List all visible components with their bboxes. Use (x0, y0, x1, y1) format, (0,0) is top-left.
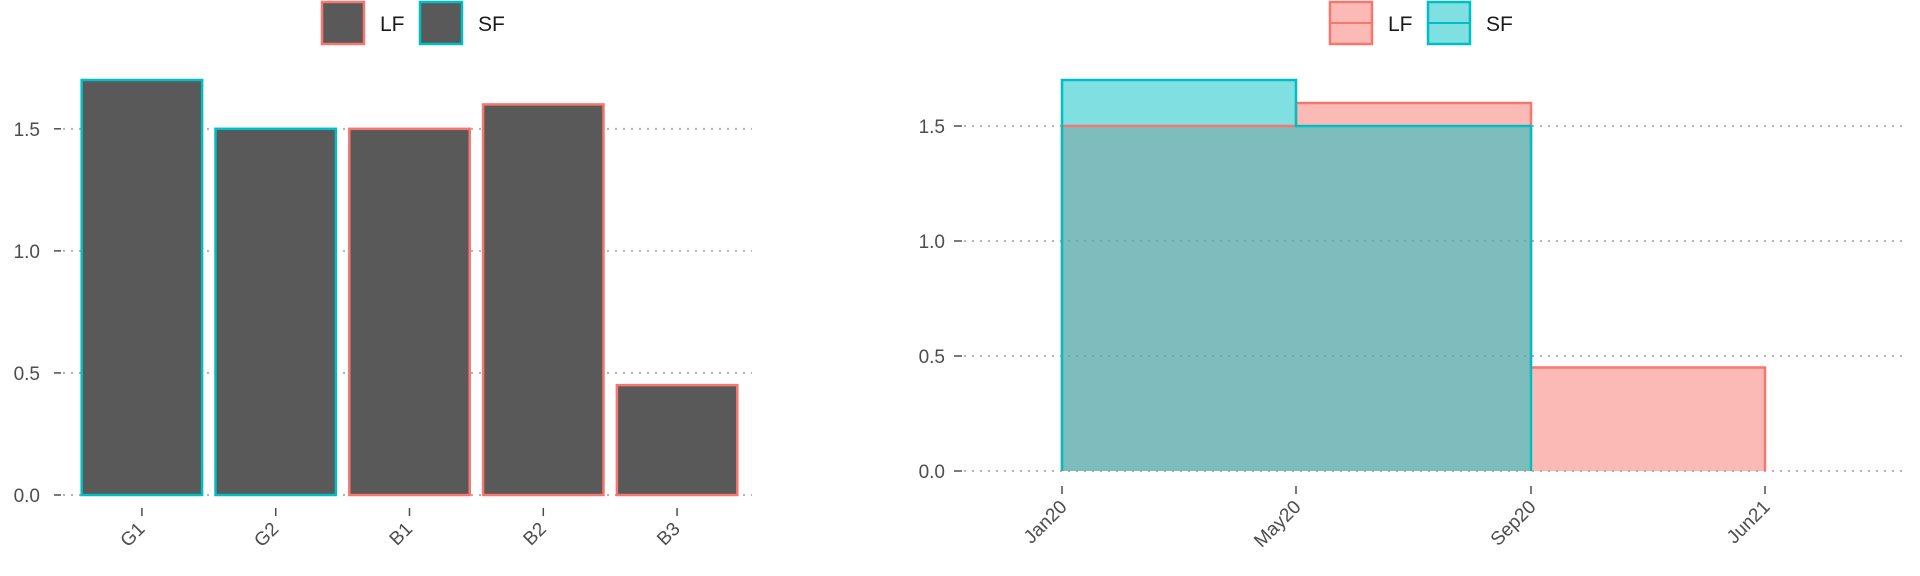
y-tick-label: 1.0 (919, 232, 945, 253)
step-area-chart: 0.0 0.5 1.0 1.5 Jan20 May20 Sep20 Jun21 LF SF (919, 0, 1906, 552)
x-tick-label: May20 (1250, 497, 1305, 552)
y-tick-label: 1.5 (14, 120, 40, 141)
x-tick-label: Jan20 (1020, 497, 1071, 548)
legend-key-lf (320, 0, 366, 46)
x-tick-label: B1 (386, 519, 417, 550)
bar-b2 (481, 103, 605, 497)
legend-key-sf (418, 0, 464, 46)
bar-b3 (615, 383, 739, 497)
legend-label-sf: SF (478, 13, 505, 36)
y-tick-label: 1.5 (919, 117, 945, 138)
y-tick-label: 0.0 (919, 462, 945, 483)
area-sf (1062, 80, 1531, 471)
x-tick-label: B2 (520, 519, 551, 550)
bar-chart: 0.0 0.5 1.0 1.5 G1 G2 B1 B2 B3 LF SF (14, 0, 752, 552)
y-tick-label: 1.0 (14, 242, 40, 263)
x-tick-label: G1 (117, 519, 150, 552)
y-tick-label: 0.5 (919, 347, 945, 368)
bar-g2 (214, 127, 338, 497)
legend-label-lf: LF (1388, 13, 1413, 36)
legend: LF SF (320, 0, 505, 46)
x-tick-label: B3 (653, 519, 684, 550)
legend-label-lf: LF (380, 13, 405, 36)
step-line-lf (1060, 101, 1767, 471)
step-line-sf (1060, 78, 1533, 471)
legend-label-sf: SF (1486, 13, 1513, 36)
y-tick-label: 0.0 (14, 486, 40, 507)
bar-b1 (348, 127, 471, 497)
bar-g1 (80, 78, 204, 497)
x-tick-label: Sep20 (1487, 497, 1541, 551)
x-tick-label: Jun21 (1723, 497, 1774, 548)
y-tick-label: 0.5 (14, 364, 40, 385)
x-tick-label: G2 (250, 519, 283, 552)
legend: LF SF (1328, 0, 1513, 46)
